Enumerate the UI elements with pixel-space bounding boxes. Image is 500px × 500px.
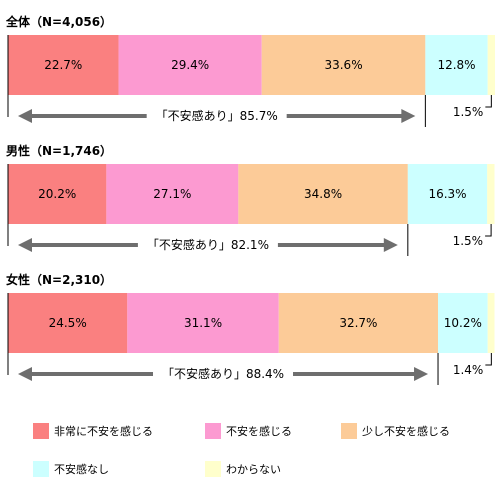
bar-value-label: 33.6% xyxy=(324,58,362,72)
unease-arrow-head xyxy=(414,367,429,381)
legend-label: 不安感なし xyxy=(54,462,109,476)
bar-segment xyxy=(438,293,488,353)
group-title: 全体（N=4,056） xyxy=(5,14,112,29)
bar-value-label: 16.3% xyxy=(428,187,466,201)
dont-know-value-label: 1.5% xyxy=(453,234,484,248)
bar-segment xyxy=(261,35,426,95)
group-title: 男性（N=1,746） xyxy=(6,143,112,158)
legend-swatch xyxy=(33,461,49,477)
bar-value-label: 34.8% xyxy=(304,187,342,201)
legend-swatch xyxy=(33,423,49,439)
bar-segment xyxy=(407,164,488,224)
unease-total-label: 「不安感あり」85.7% xyxy=(156,108,278,123)
unease-arrow-head xyxy=(18,367,32,381)
bar-segment xyxy=(118,35,262,95)
bar-value-label: 12.8% xyxy=(437,58,475,72)
bar-value-label: 32.7% xyxy=(339,316,377,330)
bar-segment xyxy=(238,164,408,224)
bar-segment xyxy=(487,35,495,95)
unease-arrow-head xyxy=(401,109,416,123)
bar-value-label: 10.2% xyxy=(444,316,482,330)
dont-know-value-label: 1.4% xyxy=(453,363,484,377)
legend-label: 非常に不安を感じる xyxy=(54,424,153,438)
leader-line xyxy=(485,95,492,108)
bar-value-label: 22.7% xyxy=(44,58,82,72)
bar-segment xyxy=(127,293,279,353)
bar-segment xyxy=(487,164,495,224)
legend-label: わからない xyxy=(226,463,281,476)
bar-segment xyxy=(106,164,239,224)
bar-segment xyxy=(8,35,119,95)
leader-line xyxy=(485,224,492,237)
unease-total-label: 「不安感あり」82.1% xyxy=(147,237,269,252)
bar-value-label: 20.2% xyxy=(38,187,76,201)
legend-swatch xyxy=(205,461,221,477)
bar-segment xyxy=(425,35,488,95)
group-title: 女性（N=2,310） xyxy=(6,272,112,287)
legend-label: 少し不安を感じる xyxy=(362,424,450,438)
legend-swatch xyxy=(205,423,221,439)
legend-swatch xyxy=(341,423,357,439)
bar-value-label: 29.4% xyxy=(171,58,209,72)
bar-segment xyxy=(8,293,128,353)
leader-line xyxy=(485,353,492,366)
legend-label: 不安を感じる xyxy=(226,424,292,438)
unease-arrow-head xyxy=(18,238,32,252)
dont-know-value-label: 1.5% xyxy=(453,105,484,119)
bar-value-label: 24.5% xyxy=(49,316,87,330)
bar-segment xyxy=(487,293,495,353)
bar-segment xyxy=(8,164,107,224)
unease-total-label: 「不安感あり」88.4% xyxy=(162,366,284,381)
bar-value-label: 27.1% xyxy=(153,187,191,201)
bar-value-label: 31.1% xyxy=(184,316,222,330)
bar-segment xyxy=(278,293,439,353)
unease-arrow-head xyxy=(18,109,32,123)
unease-arrow-head xyxy=(383,238,398,252)
